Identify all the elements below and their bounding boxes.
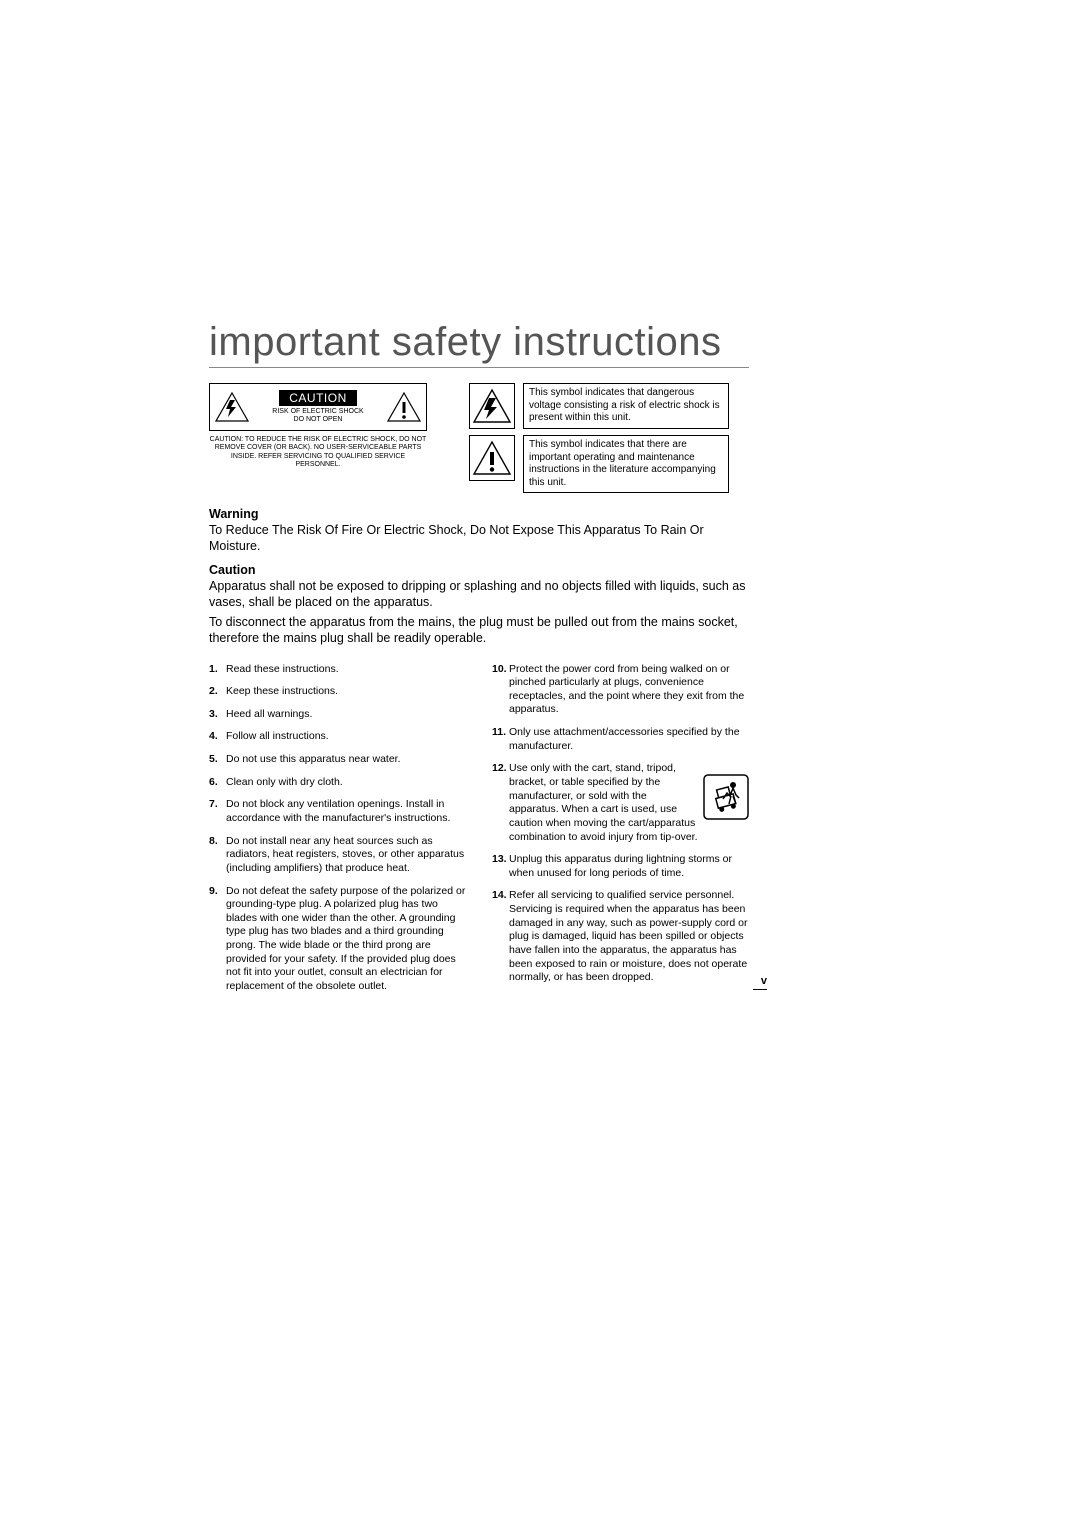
list-text: Clean only with dry cloth. — [226, 776, 466, 790]
list-item: 14.Refer all servicing to qualified serv… — [492, 889, 749, 984]
list-item: 13.Unplug this apparatus during lightnin… — [492, 853, 749, 880]
list-item: 9.Do not defeat the safety purpose of th… — [209, 885, 466, 994]
warning-heading: Warning — [209, 507, 749, 521]
list-text: Use only with the cart, stand, tripod, b… — [509, 762, 749, 844]
column-right: 10.Protect the power cord from being wal… — [492, 663, 749, 1003]
column-left: 1.Read these instructions. 2.Keep these … — [209, 663, 466, 1003]
caution-text-1: Apparatus shall not be exposed to drippi… — [209, 578, 749, 611]
list-text-12: Use only with the cart, stand, tripod, b… — [509, 762, 698, 842]
caution-center: CAUTION RISK OF ELECTRIC SHOCK DO NOT OP… — [250, 390, 386, 423]
caution-text-2: To disconnect the apparatus from the mai… — [209, 614, 749, 647]
list-item: 8.Do not install near any heat sources s… — [209, 835, 466, 876]
symbol-descriptions: This symbol indicates that dangerous vol… — [469, 383, 729, 493]
list-text: Do not use this apparatus near water. — [226, 753, 466, 767]
caution-label: CAUTION — [279, 390, 357, 406]
cart-tip-icon — [703, 774, 749, 820]
list-item: 10.Protect the power cord from being wal… — [492, 663, 749, 718]
list-item: 12. Use only with the cart, stand, tripo… — [492, 762, 749, 844]
list-item: 4.Follow all instructions. — [209, 730, 466, 744]
symbol-exclaim-text: This symbol indicates that there are imp… — [523, 435, 729, 493]
list-text: Follow all instructions. — [226, 730, 466, 744]
page-number-text: v — [761, 975, 767, 987]
list-text: Do not defeat the safety purpose of the … — [226, 885, 466, 994]
symbol-row-exclaim: This symbol indicates that there are imp… — [469, 435, 729, 493]
list-text: Protect the power cord from being walked… — [509, 663, 749, 718]
lightning-bolt-icon — [469, 383, 515, 429]
list-item: 2.Keep these instructions. — [209, 685, 466, 699]
page-title: important safety instructions — [209, 320, 749, 368]
caution-under-text: CAUTION: TO REDUCE THE RISK OF ELECTRIC … — [209, 436, 427, 470]
exclamation-icon — [386, 389, 422, 425]
caution-heading: Caution — [209, 563, 749, 577]
list-item: 6.Clean only with dry cloth. — [209, 776, 466, 790]
caution-box: CAUTION RISK OF ELECTRIC SHOCK DO NOT OP… — [209, 383, 427, 431]
list-item: 3.Heed all warnings. — [209, 708, 466, 722]
list-text: Refer all servicing to qualified service… — [509, 889, 749, 984]
warning-text: To Reduce The Risk Of Fire Or Electric S… — [209, 522, 749, 555]
list-text: Do not block any ventilation openings. I… — [226, 798, 466, 825]
page-content: important safety instructions CAUTION RI… — [209, 320, 749, 1003]
list-text: Do not install near any heat sources suc… — [226, 835, 466, 876]
list-text: Unplug this apparatus during lightning s… — [509, 853, 749, 880]
symbol-bolt-text: This symbol indicates that dangerous vol… — [523, 383, 729, 429]
list-item: 7.Do not block any ventilation openings.… — [209, 798, 466, 825]
warning-box-row: CAUTION RISK OF ELECTRIC SHOCK DO NOT OP… — [209, 383, 749, 493]
caution-sub2: DO NOT OPEN — [294, 416, 343, 424]
list-item: 1.Read these instructions. — [209, 663, 466, 677]
list-item: 11.Only use attachment/accessories speci… — [492, 726, 749, 753]
list-text: Keep these instructions. — [226, 685, 466, 699]
list-text: Heed all warnings. — [226, 708, 466, 722]
exclamation-icon — [469, 435, 515, 481]
caution-sub1: RISK OF ELECTRIC SHOCK — [272, 408, 363, 416]
list-text: Only use attachment/accessories specifie… — [509, 726, 749, 753]
lightning-bolt-icon — [214, 389, 250, 425]
instruction-columns: 1.Read these instructions. 2.Keep these … — [209, 663, 749, 1003]
list-text: Read these instructions. — [226, 663, 466, 677]
page-number: v — [753, 975, 767, 990]
list-item: 5.Do not use this apparatus near water. — [209, 753, 466, 767]
symbol-row-bolt: This symbol indicates that dangerous vol… — [469, 383, 729, 429]
caution-block: CAUTION RISK OF ELECTRIC SHOCK DO NOT OP… — [209, 383, 427, 493]
